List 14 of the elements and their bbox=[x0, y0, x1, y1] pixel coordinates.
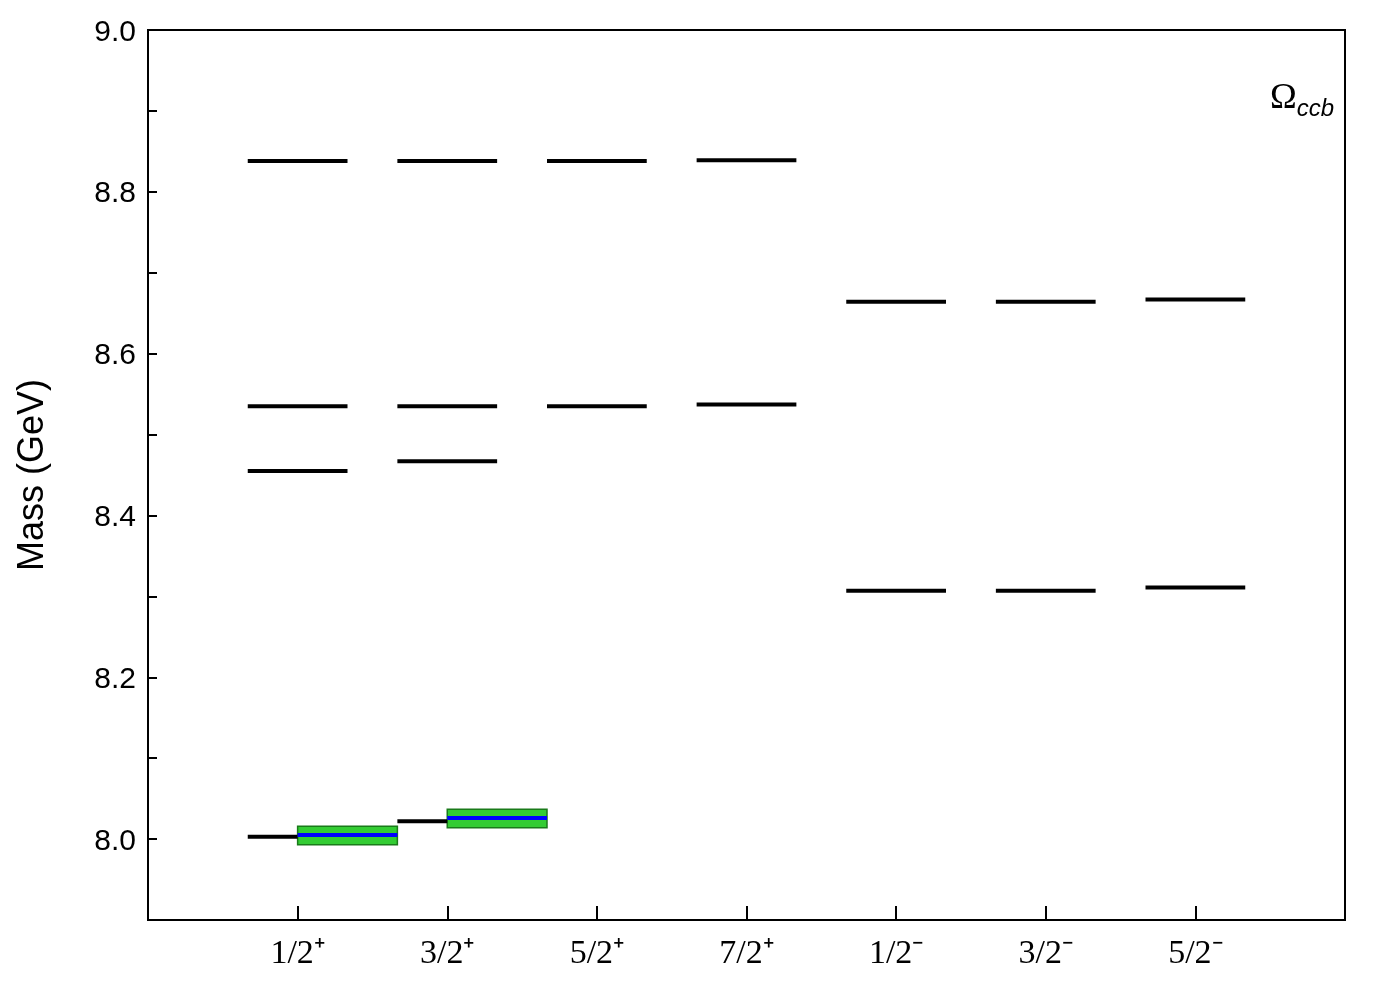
y-tick-label: 8.8 bbox=[94, 175, 136, 209]
x-tick-label: 1/2⁺ bbox=[270, 932, 325, 970]
y-tick-label: 8.0 bbox=[94, 822, 136, 856]
y-tick-label: 8.4 bbox=[94, 498, 136, 532]
x-tick-label: 7/2⁺ bbox=[719, 932, 774, 970]
y-tick-label: 8.6 bbox=[94, 337, 136, 371]
x-tick-label: 5/2⁻ bbox=[1168, 932, 1223, 970]
x-tick-label: 3/2⁻ bbox=[1018, 932, 1073, 970]
x-tick-label: 3/2⁺ bbox=[420, 932, 475, 970]
y-axis-title: Mass (GeV) bbox=[9, 378, 51, 572]
x-tick-label: 5/2⁺ bbox=[569, 932, 625, 970]
y-tick-label: 8.2 bbox=[94, 660, 136, 694]
y-tick-label: 9.0 bbox=[94, 13, 136, 47]
x-tick-label: 1/2⁻ bbox=[868, 932, 924, 970]
